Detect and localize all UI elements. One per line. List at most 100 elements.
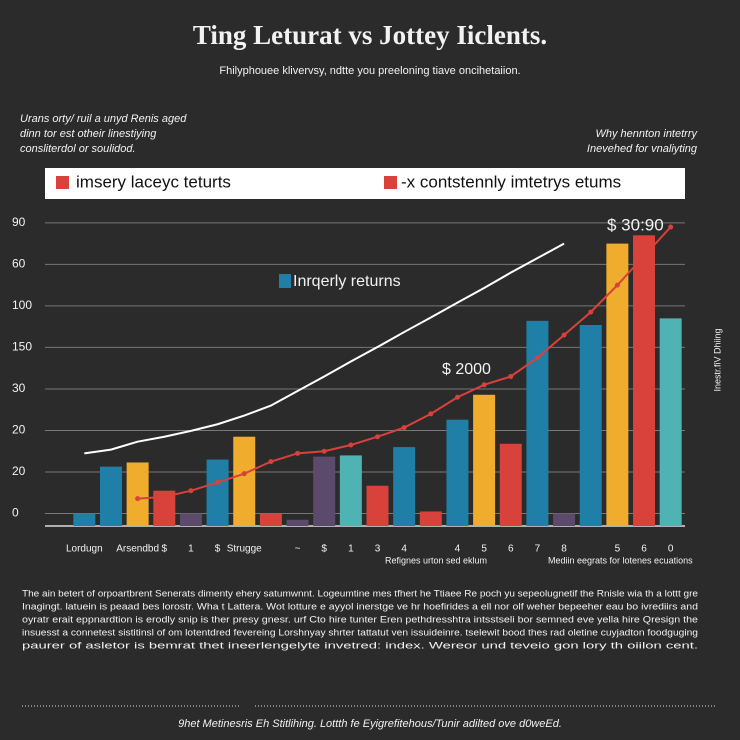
bar xyxy=(366,485,389,526)
bar xyxy=(419,511,442,526)
y-tick-label: 0 xyxy=(12,506,19,520)
bar xyxy=(206,459,229,526)
bar xyxy=(526,320,549,526)
footer: 9het Metinesris Eh Stitlihing. Lottth fe… xyxy=(178,718,562,730)
y-tick-label: 20 xyxy=(12,423,26,437)
bar xyxy=(446,419,469,526)
chart-subtitle: Fhilyphouee klivervsy, ndtte you preelon… xyxy=(219,65,520,77)
note: consliterdol or soulidod. xyxy=(20,143,136,155)
note: Inevehed for vnaliyting xyxy=(587,143,698,155)
line-marker xyxy=(188,488,194,494)
note: dinn tor est otheir linestiying xyxy=(20,128,157,140)
x-tick-label: ~ xyxy=(295,544,301,555)
x-tick-label: 0 xyxy=(668,544,674,555)
x-tick-label: 4 xyxy=(401,544,407,555)
paragraph-line: oyratr erait eppnardtion is erodly snip … xyxy=(22,615,698,626)
x-tick-label: Arsendbd xyxy=(116,544,159,555)
x-tick-label: 1 xyxy=(188,544,194,555)
line-marker xyxy=(241,471,247,477)
line-marker xyxy=(668,224,674,230)
line-marker xyxy=(481,382,487,388)
line-marker xyxy=(348,442,354,448)
line-marker xyxy=(508,373,514,379)
x-tick-label: 4 xyxy=(455,544,461,555)
line-marker xyxy=(135,496,141,502)
axis-note: Refignes urton sed eklum xyxy=(385,555,487,565)
bar xyxy=(73,513,96,526)
x-tick-label: 7 xyxy=(535,544,541,555)
axis-note: Mediin eegrats for lotenes ecuations xyxy=(548,555,693,565)
legend-label: imsery laceyc teturts xyxy=(76,172,231,191)
x-tick-label: 6 xyxy=(508,544,514,555)
annotation-swatch xyxy=(279,274,291,288)
x-tick-label: 3 xyxy=(375,544,381,555)
x-tick-label: $ xyxy=(162,544,168,555)
paragraph-line: The ain betert of orpoartbrent Senerats … xyxy=(22,589,698,600)
line-marker xyxy=(588,309,594,315)
line-marker xyxy=(321,448,327,454)
bar xyxy=(313,456,336,526)
bar xyxy=(179,513,202,526)
bar xyxy=(153,490,176,526)
paragraph-line: insuesst a connetest sistitinsl of om lo… xyxy=(22,628,698,639)
line-marker xyxy=(401,425,407,431)
bar xyxy=(659,318,682,526)
bar xyxy=(393,447,416,526)
x-tick-label: Strugge xyxy=(227,544,262,555)
paragraph: The ain betert of orpoartbrent Senerats … xyxy=(22,589,698,652)
bar xyxy=(473,394,496,526)
line-marker xyxy=(295,450,301,456)
line-marker xyxy=(641,253,647,259)
bar xyxy=(259,513,282,526)
note: Why hennton intetrry xyxy=(596,128,699,140)
x-tick-label: 1 xyxy=(348,544,354,555)
legend-swatch xyxy=(384,176,397,189)
line-marker xyxy=(454,394,460,400)
y-tick-label: 60 xyxy=(12,257,26,271)
y-tick-label: 150 xyxy=(12,340,32,354)
note: Urans orty/ ruil a unyd Renis aged xyxy=(20,113,187,125)
line-marker xyxy=(614,282,620,288)
bar xyxy=(633,235,656,526)
line-marker xyxy=(428,411,434,417)
line-marker xyxy=(534,355,540,361)
legend-label: -x contstennly imtetrys etums xyxy=(401,172,621,191)
chart-title: Ting Leturat vs Jottey Iiclents. xyxy=(193,20,547,50)
x-tick-label: $ xyxy=(321,544,327,555)
y-tick-label: 100 xyxy=(12,298,32,312)
line-marker xyxy=(161,494,167,500)
bar xyxy=(606,243,629,526)
bar xyxy=(99,466,122,526)
legend-swatch xyxy=(56,176,69,189)
annotation: $ 2000 xyxy=(442,361,491,378)
x-tick-label: $ xyxy=(215,544,221,555)
paragraph-line: paurer of asletor is bemrat thet ineerle… xyxy=(22,641,698,652)
x-tick-label: 6 xyxy=(641,544,647,555)
bar xyxy=(553,513,576,526)
legend-box xyxy=(45,168,685,199)
bar xyxy=(233,436,256,526)
paragraph-line: Inagingt. latuein is peaad bes lorostr. … xyxy=(22,602,698,613)
bar xyxy=(286,519,309,526)
line-marker xyxy=(268,459,274,465)
line-marker xyxy=(215,479,221,485)
axis-label: Inestr.fiV Dhiing xyxy=(712,328,722,391)
line xyxy=(84,242,565,455)
y-tick-label: 20 xyxy=(12,464,26,478)
y-tick-label: 30 xyxy=(12,381,26,395)
x-tick-label: Lordugn xyxy=(66,544,103,555)
bar xyxy=(339,455,362,526)
line-marker xyxy=(375,434,380,440)
y-tick-label: 90 xyxy=(12,215,26,229)
bar xyxy=(499,443,522,526)
bar xyxy=(579,325,602,526)
bar xyxy=(126,462,149,526)
x-tick-label: 5 xyxy=(481,544,487,555)
annotation: $ 30:90 xyxy=(607,215,664,234)
x-tick-label: 8 xyxy=(561,544,567,555)
annotation: Inrqerly returns xyxy=(293,273,401,290)
x-tick-label: 5 xyxy=(615,544,621,555)
line-marker xyxy=(561,332,567,338)
